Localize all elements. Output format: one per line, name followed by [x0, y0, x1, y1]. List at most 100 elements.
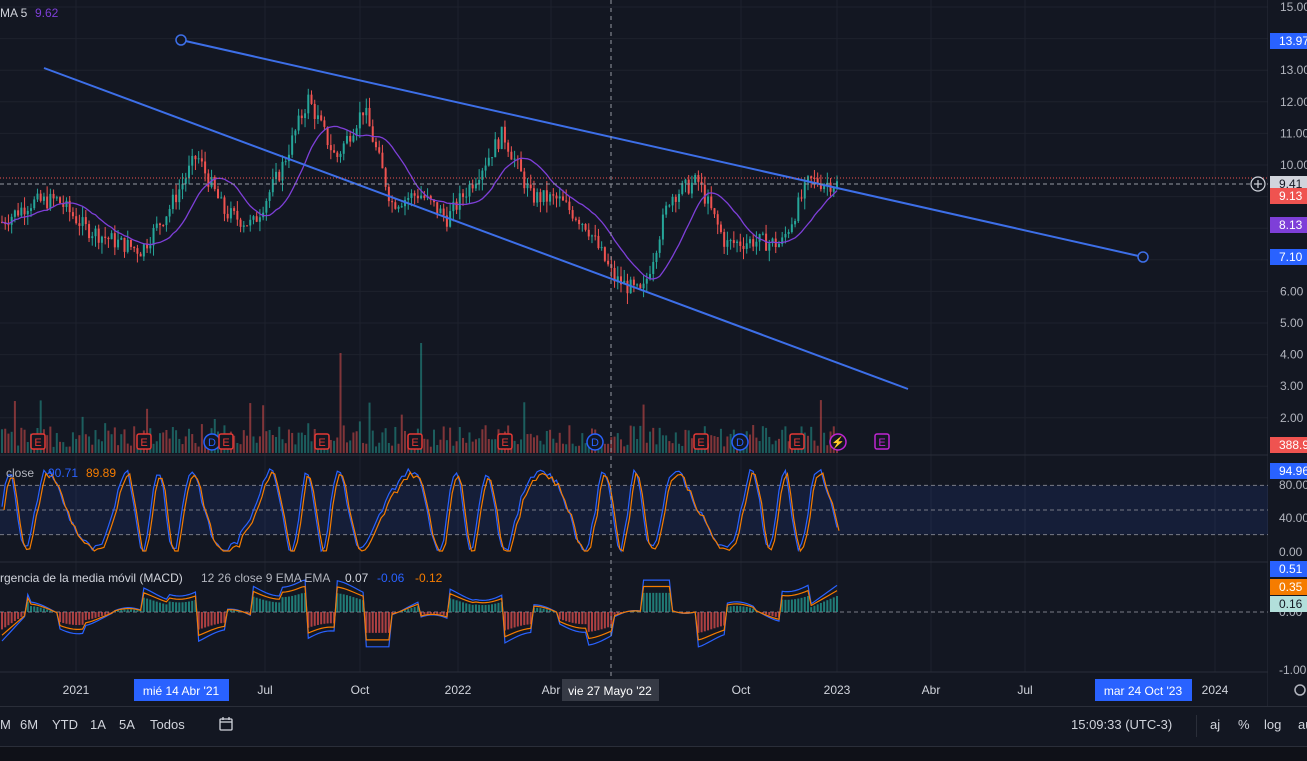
candle-body [191, 156, 193, 166]
macd-histogram-bar [78, 612, 80, 625]
volume-bar [807, 436, 809, 453]
percent-scale-toggle[interactable]: % [1238, 717, 1250, 732]
volume-bar [475, 439, 477, 453]
candle-body [562, 196, 564, 200]
event-label: E [793, 437, 800, 449]
macd-histogram-bar [591, 612, 593, 631]
log-scale-toggle[interactable]: log [1264, 717, 1281, 732]
volume-bar [240, 444, 242, 453]
candle-body [330, 145, 332, 150]
macd-histogram-bar [649, 593, 651, 612]
candle-body [543, 190, 545, 202]
range-ytd[interactable]: YTD [52, 717, 78, 732]
volume-bar [581, 433, 583, 453]
macd-histogram-bar [340, 594, 342, 612]
candle-body [833, 188, 835, 192]
trend-lines[interactable] [0, 35, 1268, 389]
volume-bar [111, 434, 113, 453]
candle-body [636, 284, 638, 285]
candle-body [30, 208, 32, 211]
range-m[interactable]: M [0, 717, 11, 732]
macd-histogram-bar [201, 612, 203, 629]
price-tick: 11.00 [1280, 126, 1307, 140]
clock-display[interactable]: 15:09:33 (UTC-3) [1071, 717, 1172, 732]
macd-histogram-bar [807, 596, 809, 612]
auto-scale-toggle[interactable]: aj [1210, 717, 1220, 732]
volume-bar [607, 444, 609, 453]
macd-histogram-bar [713, 612, 715, 628]
volume-bar [1, 429, 3, 453]
candle-body [269, 192, 271, 201]
candle-body [646, 279, 648, 284]
macd-histogram-bar [546, 609, 548, 612]
event-label: ⚡ [831, 436, 845, 449]
candle-body [33, 199, 35, 208]
candle-body [75, 216, 77, 223]
candle-body [43, 197, 45, 201]
range-todos[interactable]: Todos [150, 717, 185, 732]
macd-histogram-bar [514, 612, 516, 627]
candle-body [220, 197, 222, 198]
candle-body [497, 139, 499, 149]
macd-histogram-bar [481, 605, 483, 612]
volume-bar [127, 444, 129, 453]
candle-body [717, 214, 719, 224]
macd-histogram-bar [185, 602, 187, 612]
date-range-icon[interactable] [218, 716, 234, 735]
volume-bar [720, 429, 722, 453]
candle-body [127, 240, 129, 252]
macd-histogram-bar [527, 612, 529, 625]
volume-bar [369, 403, 371, 453]
volume-bar [153, 444, 155, 453]
volume-bar [643, 405, 645, 453]
volume-bar [678, 444, 680, 453]
candle-body [465, 197, 467, 198]
candle-body [169, 209, 171, 216]
range-6m[interactable]: 6M [20, 717, 38, 732]
volume-bar [262, 405, 264, 453]
volume-bar [752, 425, 754, 453]
volume-bar [539, 441, 541, 453]
volume-bar [4, 429, 6, 453]
macd-histogram-bar [46, 609, 48, 612]
macd-histogram-bar [436, 612, 438, 614]
candle-body [755, 242, 757, 247]
macd-histogram-bar [810, 607, 812, 612]
volume-bar [565, 444, 567, 453]
macd-histogram-bar [30, 606, 32, 612]
candle-body [249, 220, 251, 226]
candle-body [704, 185, 706, 204]
candle-body [394, 202, 396, 209]
add-alert-button[interactable] [1251, 177, 1265, 191]
volume-bar [104, 423, 106, 453]
candle-body [272, 179, 274, 192]
price-label: 8.13 [1279, 218, 1303, 232]
candle-body [117, 240, 119, 248]
candle-body [768, 243, 770, 251]
candle-body [797, 197, 799, 221]
candle-body [301, 116, 303, 118]
candle-body [17, 210, 19, 215]
macd-histogram-bar [256, 598, 258, 612]
macd-histogram-bar [665, 593, 667, 612]
macd-histogram-bar [7, 612, 9, 625]
ma-legend-value: 9.62 [35, 6, 59, 20]
macd-histogram-bar [1, 612, 3, 629]
range-5a[interactable]: 5A [119, 717, 135, 732]
candle-body [607, 261, 609, 265]
candle-body [388, 187, 390, 201]
volume-bar [485, 425, 487, 453]
candle-body [65, 201, 67, 207]
volume-bar [172, 427, 174, 453]
macd-histogram-bar [478, 605, 480, 612]
macd-histogram-bar [265, 601, 267, 612]
volume-bar [388, 443, 390, 453]
range-1a[interactable]: 1A [90, 717, 106, 732]
volume-bar [356, 431, 358, 453]
price-axis[interactable]: 15.0014.0013.0012.0011.0010.009.008.007.… [1268, 0, 1307, 706]
candle-body [204, 161, 206, 173]
macd-histogram-bar [281, 597, 283, 612]
auto-toggle[interactable]: au [1298, 717, 1307, 732]
